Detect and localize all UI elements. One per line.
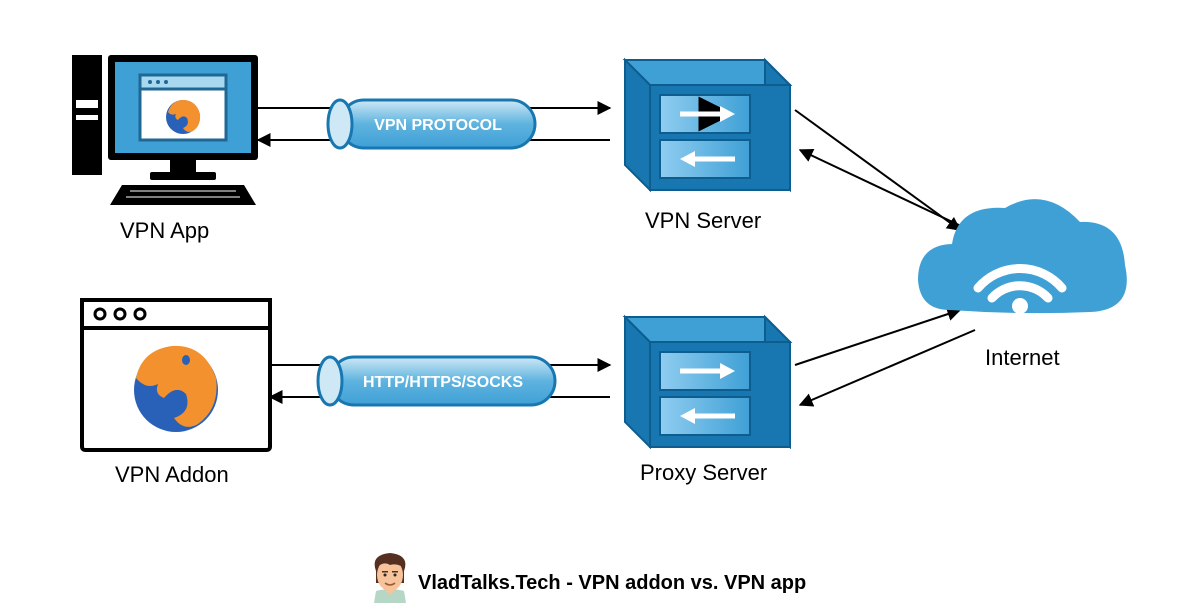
proxy-server-icon bbox=[625, 317, 790, 447]
internet-cloud-icon bbox=[918, 199, 1127, 314]
browser-window-icon bbox=[82, 300, 270, 450]
arrow-internet-to-vpnserver bbox=[800, 150, 980, 235]
monitor-icon bbox=[108, 55, 258, 205]
vpn-addon-label: VPN Addon bbox=[115, 462, 229, 488]
tunnel2-label: HTTP/HTTPS/SOCKS bbox=[363, 374, 523, 391]
socks-tunnel-icon: HTTP/HTTPS/SOCKS bbox=[318, 357, 555, 405]
avatar-icon bbox=[374, 553, 406, 603]
diagram-canvas: VPN PROTOCOL bbox=[0, 0, 1200, 613]
tunnel1-label: VPN PROTOCOL bbox=[374, 117, 502, 134]
vpn-server-icon bbox=[625, 60, 790, 190]
vpn-tunnel-icon: VPN PROTOCOL bbox=[328, 100, 535, 148]
proxy-server-label: Proxy Server bbox=[640, 460, 767, 486]
arrow-vpnserver-to-internet bbox=[795, 110, 960, 230]
arrow-internet-to-proxy bbox=[800, 330, 975, 405]
vpn-server-label: VPN Server bbox=[645, 208, 761, 234]
vpn-app-label: VPN App bbox=[120, 218, 209, 244]
arrow-proxy-to-internet bbox=[795, 310, 960, 365]
internet-label: Internet bbox=[985, 345, 1060, 371]
pc-tower-icon bbox=[72, 55, 102, 175]
footer-text: VladTalks.Tech - VPN addon vs. VPN app bbox=[418, 572, 806, 595]
